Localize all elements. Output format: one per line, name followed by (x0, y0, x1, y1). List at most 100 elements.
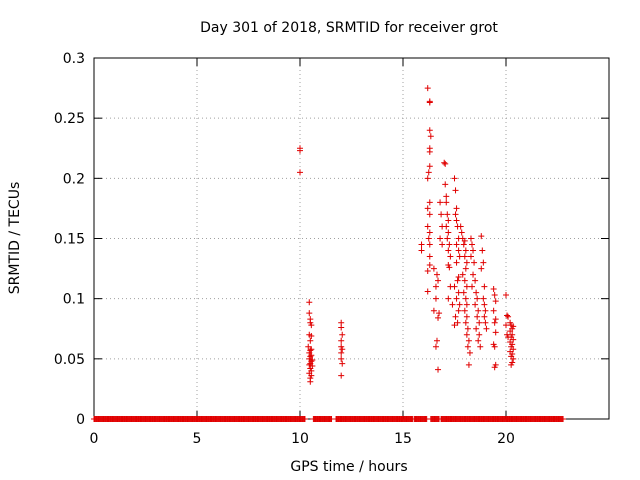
data-point (476, 319, 483, 326)
data-point (490, 307, 497, 314)
data-point (424, 288, 431, 295)
data-point (463, 259, 470, 266)
data-point (432, 343, 439, 350)
data-point (481, 283, 488, 290)
data-point (442, 160, 449, 167)
data-point (426, 211, 433, 218)
data-point (480, 259, 487, 266)
data-point (456, 253, 463, 260)
data-point (426, 229, 433, 236)
data-point (451, 283, 458, 290)
data-point (306, 310, 313, 317)
data-point (308, 346, 315, 353)
data-point (453, 217, 460, 224)
data-point (432, 295, 439, 302)
data-point (481, 301, 488, 308)
data-point (491, 319, 498, 326)
data-point (455, 307, 462, 314)
data-point (475, 337, 482, 344)
data-point (481, 313, 488, 320)
data-point (476, 331, 483, 338)
data-point (510, 355, 517, 362)
data-point (426, 241, 433, 248)
data-point (338, 372, 345, 379)
data-point (465, 337, 472, 344)
data-point (308, 322, 315, 329)
data-point (426, 253, 433, 260)
data-point (465, 361, 472, 368)
data-point (453, 205, 460, 212)
data-point (462, 319, 469, 326)
data-point (460, 289, 467, 296)
data-point (424, 205, 431, 212)
x-tick-label: 5 (193, 431, 202, 447)
data-point (473, 289, 480, 296)
data-point (457, 223, 464, 230)
data-point (453, 241, 460, 248)
data-point (443, 199, 450, 206)
data-point (478, 233, 485, 240)
data-point (297, 147, 303, 154)
data-point (435, 314, 442, 321)
data-point (308, 332, 315, 339)
data-point (470, 247, 477, 254)
data-point (339, 346, 346, 353)
data-point (430, 307, 437, 314)
data-point (447, 253, 454, 260)
data-point (469, 241, 476, 248)
data-point (443, 193, 450, 200)
grid-lines (94, 58, 609, 419)
data-point (464, 325, 471, 332)
data-point (503, 292, 509, 299)
data-point (455, 247, 462, 254)
data-point (433, 271, 440, 278)
data-point (507, 328, 514, 335)
data-point (445, 295, 452, 302)
data-point (461, 253, 468, 260)
data-point (446, 264, 453, 271)
data-point (427, 133, 434, 140)
x-tick-label: 20 (497, 431, 515, 447)
data-point-zero (560, 416, 567, 422)
data-point (445, 229, 452, 236)
data-point (461, 277, 468, 284)
data-point (444, 211, 451, 218)
data-point (306, 299, 313, 306)
data-point (472, 301, 479, 308)
data-point (479, 247, 486, 254)
data-point (451, 322, 458, 329)
data-point (490, 286, 497, 293)
data-point (418, 247, 425, 254)
data-point (451, 175, 458, 182)
y-tick-label: 0.25 (54, 111, 85, 127)
data-point (439, 241, 446, 248)
data-point (424, 175, 431, 182)
data-point (491, 343, 498, 350)
y-tick-label: 0.3 (63, 51, 85, 67)
data-point (503, 322, 509, 329)
data-point (435, 366, 442, 373)
data-point (454, 277, 461, 284)
data-point (452, 313, 459, 320)
data-point (426, 261, 433, 268)
data-point (491, 364, 498, 371)
data-point (424, 85, 431, 92)
data-point (426, 127, 433, 134)
axis-ticks: 0 0.05 0.1 0.15 0.2 0.25 0.3 0 5 10 15 20 (54, 51, 609, 447)
data-point (510, 346, 517, 353)
data-point (460, 241, 467, 248)
data-point (441, 159, 448, 166)
data-point (443, 223, 450, 230)
data-point (461, 307, 468, 314)
y-tick-label: 0.1 (63, 292, 85, 308)
data-point (418, 241, 425, 248)
data-point (452, 187, 459, 194)
data-point (475, 307, 482, 314)
data-point (430, 265, 437, 272)
data-point (464, 343, 471, 350)
data-point (469, 283, 476, 290)
y-axis-label: SRMTID / TECUs (7, 182, 23, 295)
data-point (307, 337, 314, 344)
data-point (338, 355, 345, 362)
data-point (508, 361, 515, 368)
